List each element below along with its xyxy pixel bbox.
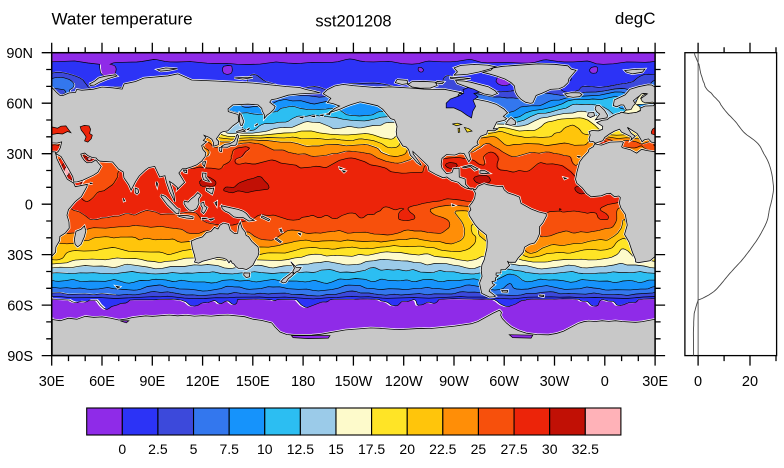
svg-text:30E: 30E — [642, 374, 668, 390]
svg-text:60E: 60E — [89, 374, 115, 390]
svg-text:20: 20 — [399, 441, 415, 457]
svg-text:150W: 150W — [334, 374, 372, 390]
svg-text:0: 0 — [25, 198, 33, 214]
svg-text:90W: 90W — [439, 374, 469, 390]
svg-text:25: 25 — [471, 441, 487, 457]
svg-text:15: 15 — [328, 441, 344, 457]
svg-text:7.5: 7.5 — [219, 441, 239, 457]
svg-text:120E: 120E — [186, 374, 220, 390]
svg-text:22.5: 22.5 — [429, 441, 456, 457]
svg-text:10: 10 — [257, 441, 273, 457]
svg-text:30N: 30N — [6, 147, 33, 163]
svg-text:150E: 150E — [236, 374, 270, 390]
svg-text:90N: 90N — [6, 46, 33, 62]
svg-text:sst201208: sst201208 — [315, 12, 391, 30]
svg-text:120W: 120W — [385, 374, 423, 390]
svg-text:90E: 90E — [139, 374, 165, 390]
svg-text:32.5: 32.5 — [572, 441, 599, 457]
svg-text:0: 0 — [694, 374, 702, 390]
svg-text:60S: 60S — [7, 298, 33, 314]
svg-text:0: 0 — [118, 441, 126, 457]
svg-text:30S: 30S — [7, 248, 33, 264]
svg-text:12.5: 12.5 — [287, 441, 314, 457]
svg-text:90S: 90S — [7, 349, 33, 365]
svg-text:17.5: 17.5 — [358, 441, 385, 457]
svg-text:Water temperature: Water temperature — [52, 10, 193, 29]
svg-text:60N: 60N — [6, 97, 33, 113]
svg-text:2.5: 2.5 — [148, 441, 168, 457]
svg-text:30E: 30E — [39, 374, 65, 390]
svg-text:30W: 30W — [540, 374, 570, 390]
svg-text:30: 30 — [542, 441, 558, 457]
svg-text:0: 0 — [601, 374, 609, 390]
svg-text:20: 20 — [742, 374, 758, 390]
svg-text:degC: degC — [615, 9, 656, 28]
svg-text:180: 180 — [291, 374, 315, 390]
svg-text:5: 5 — [190, 441, 198, 457]
svg-text:60W: 60W — [489, 374, 519, 390]
svg-text:27.5: 27.5 — [500, 441, 527, 457]
